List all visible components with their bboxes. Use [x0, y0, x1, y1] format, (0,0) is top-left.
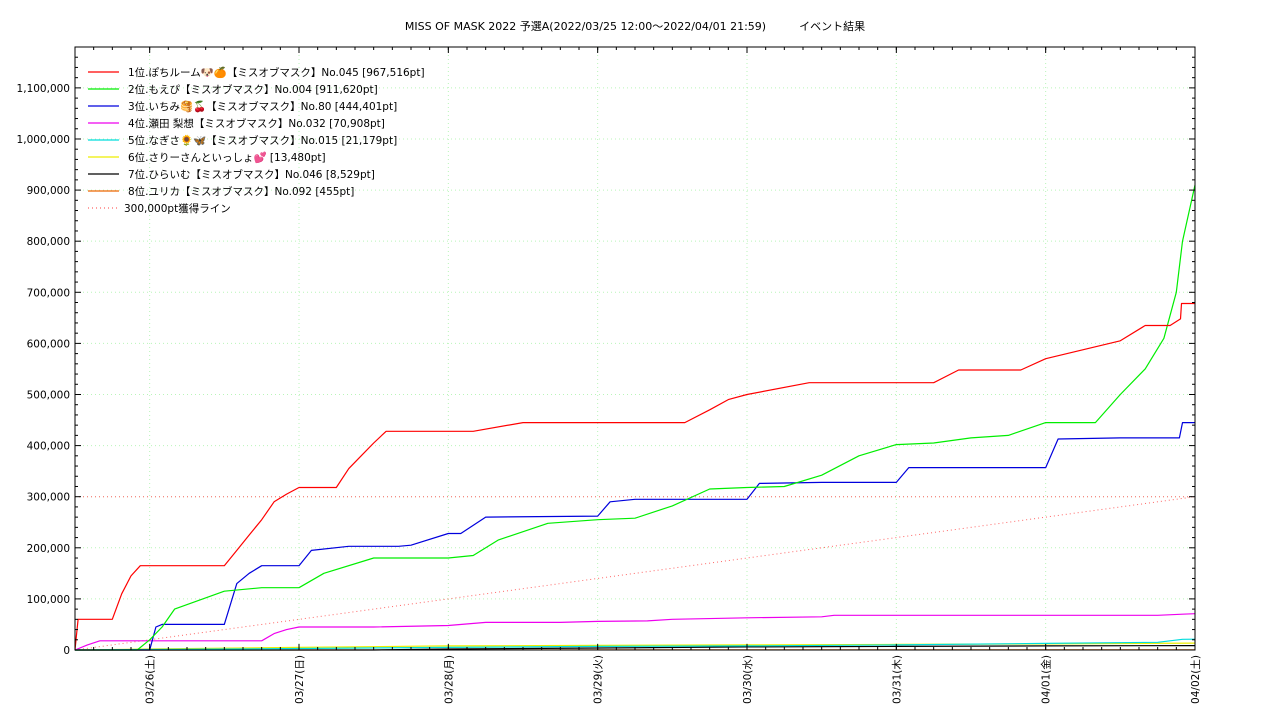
y-tick-label: 300,000 [27, 492, 70, 504]
series-line-4 [74, 613, 1196, 651]
legend-entry: 4位.瀬田 梨想【ミスオブマスク】No.032 [70,908pt] [128, 117, 385, 130]
y-tick-label: 200,000 [27, 543, 70, 555]
series-line-3 [75, 422, 1195, 651]
series-line-2 [75, 184, 1196, 651]
series-line-1 [74, 302, 1195, 651]
y-tick-label: 1,000,000 [17, 134, 70, 146]
y-tick-label: 100,000 [27, 594, 70, 606]
legend-entry: 6位.さりーさんといっしょ💕 [13,480pt] [128, 151, 326, 164]
y-tick-label: 0 [63, 645, 70, 657]
y-tick-label: 1,100,000 [17, 83, 70, 95]
x-tick-label: 03/29(火) [593, 655, 605, 704]
legend-entry: 2位.もえぴ【ミスオブマスク】No.004 [911,620pt] [128, 83, 378, 96]
y-tick-label: 700,000 [27, 287, 70, 299]
chart-title: MISS OF MASK 2022 予選A(2022/03/25 12:00～2… [405, 19, 865, 33]
x-tick-label: 03/27(日) [294, 655, 306, 704]
legend-entry: 300,000pt獲得ライン [124, 202, 231, 215]
x-tick-label: 04/01(金) [1040, 655, 1053, 704]
y-tick-label: 400,000 [27, 441, 70, 453]
x-tick-label: 03/26(土) [144, 655, 157, 704]
y-tick-label: 600,000 [27, 338, 70, 350]
legend-entry: 5位.なぎさ🌻🦋【ミスオブマスク】No.015 [21,179pt] [128, 134, 397, 147]
legend-entry: 7位.ひらいむ【ミスオブマスク】No.046 [8,529pt] [128, 168, 375, 181]
x-tick-label: 03/31(木) [891, 655, 903, 704]
legend-entry: 8位.ユリカ【ミスオブマスク】No.092 [455pt] [128, 185, 354, 198]
x-tick-label: 03/30(水) [742, 655, 754, 704]
y-tick-label: 500,000 [27, 389, 70, 401]
legend-entry: 3位.いちみ🥞🍒【ミスオブマスク】No.80 [444,401pt] [128, 100, 397, 113]
legend-entry: 1位.ぽちルーム🐶🍊【ミスオブマスク】No.045 [967,516pt] [128, 66, 425, 79]
reference-diagonal-line [74, 496, 1196, 651]
legend: 1位.ぽちルーム🐶🍊【ミスオブマスク】No.045 [967,516pt] 2位.… [88, 66, 425, 215]
x-tick-label: 03/28(月) [443, 655, 455, 704]
axes: 0 100,000 200,000 300,000 400,000 500,000 600,… [17, 47, 1202, 704]
y-tick-label: 900,000 [27, 185, 70, 197]
reference-lines [74, 496, 1196, 651]
series-lines [74, 184, 1196, 651]
x-tick-label: 04/02(土) [1189, 655, 1202, 704]
y-tick-label: 800,000 [27, 236, 70, 248]
